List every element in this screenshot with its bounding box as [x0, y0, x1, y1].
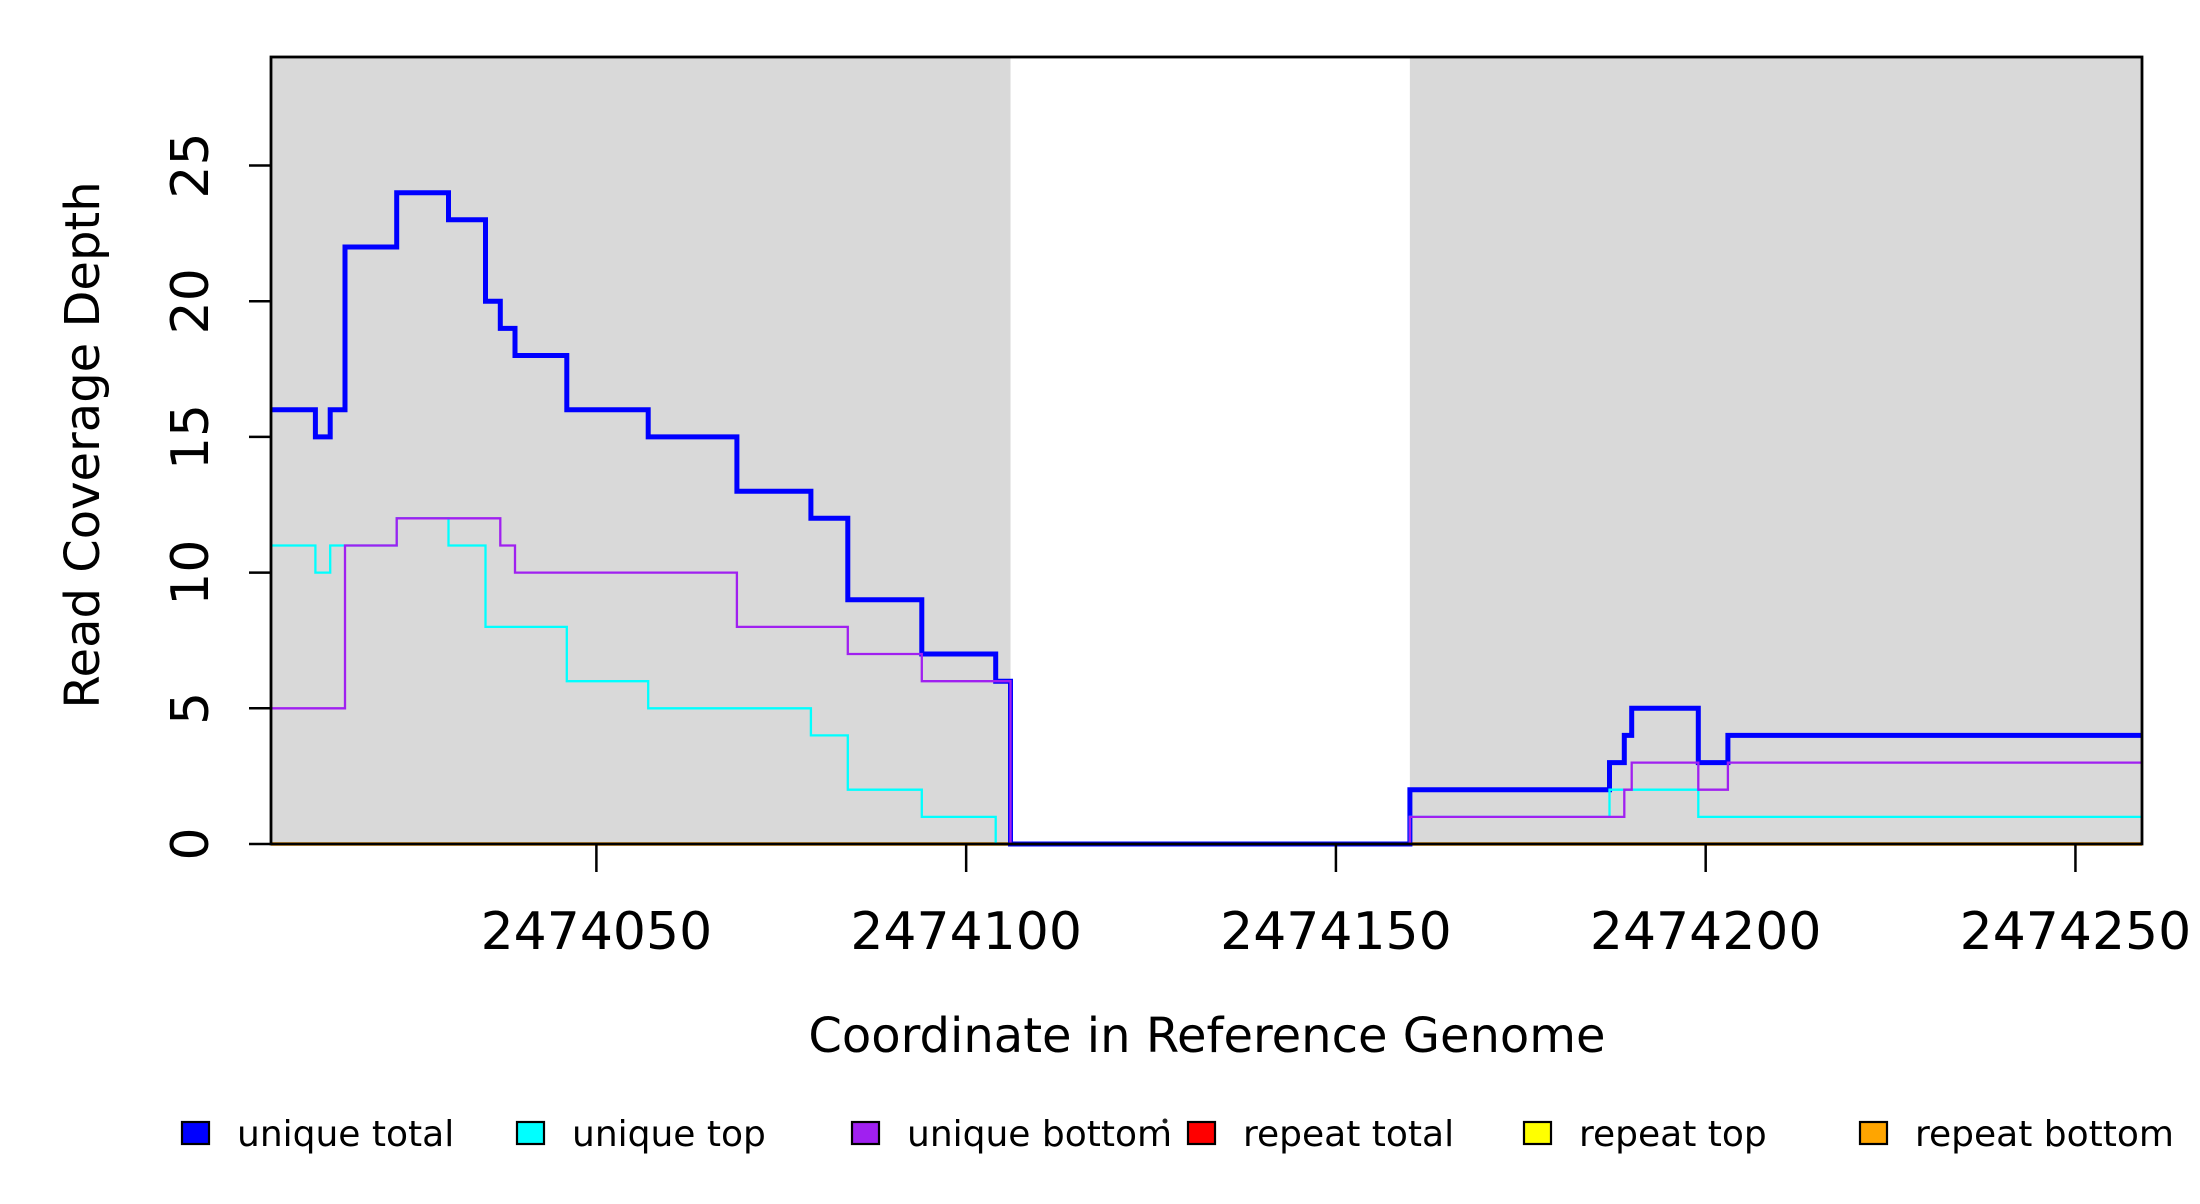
x-tick-label: 2474100 — [850, 902, 1082, 962]
legend-swatch — [850, 1120, 881, 1146]
series-unique-bottom — [271, 517, 2142, 846]
legend-label: unique top — [572, 1114, 766, 1155]
shaded-region — [271, 57, 1011, 844]
y-tick-label: 25 — [161, 132, 221, 198]
x-tick-label: 2474250 — [1960, 902, 2192, 962]
stray-dot — [1162, 1118, 1168, 1124]
legend-swatch — [1522, 1120, 1553, 1146]
x-tick-label: 2474150 — [1220, 902, 1452, 962]
legend-item: unique top — [515, 1114, 766, 1155]
legend: unique total unique top unique bottom repea… — [180, 1114, 2174, 1155]
y-axis-title: Read Coverage Depth — [55, 181, 111, 708]
legend-label: unique total — [237, 1114, 454, 1155]
legend-swatch — [515, 1120, 546, 1146]
legend-label: repeat total — [1243, 1114, 1454, 1155]
x-tick-label: 2474200 — [1590, 902, 1822, 962]
legend-label: repeat bottom — [1915, 1114, 2174, 1155]
series-unique-total — [271, 190, 2142, 847]
legend-label: repeat top — [1579, 1114, 1767, 1155]
x-axis-title: Coordinate in Reference Genome — [808, 1008, 1605, 1064]
legend-item: repeat top — [1522, 1114, 1767, 1155]
legend-label: unique bottom — [907, 1114, 1172, 1155]
shaded-region — [1409, 57, 2142, 844]
legend-item: unique total — [180, 1114, 454, 1155]
legend-item: repeat bottom — [1858, 1114, 2174, 1155]
x-tick-label: 2474050 — [481, 902, 713, 962]
y-tick-label: 10 — [161, 540, 221, 606]
legend-item: repeat total — [1186, 1114, 1454, 1155]
legend-swatch — [180, 1120, 211, 1146]
y-tick-label: 5 — [161, 692, 221, 725]
y-tick-label: 15 — [161, 404, 221, 470]
legend-swatch — [1858, 1120, 1889, 1146]
plot-border — [269, 55, 2144, 846]
y-axis-ticks: 0 5 10 15 20 25 — [161, 132, 271, 861]
shaded-regions — [271, 57, 2142, 844]
legend-item: unique bottom — [850, 1114, 1172, 1155]
y-tick-label: 0 — [161, 827, 221, 860]
x-axis-ticks: 2474050 2474100 2474150 2474200 2474250 — [481, 844, 2192, 962]
legend-swatch — [1186, 1120, 1217, 1146]
y-tick-label: 20 — [161, 268, 221, 334]
